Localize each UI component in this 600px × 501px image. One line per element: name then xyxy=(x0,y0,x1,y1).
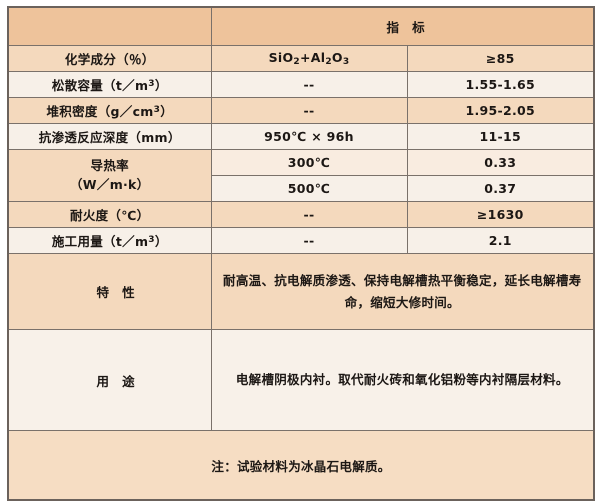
unit-m: m xyxy=(134,78,149,93)
label-text: 抗渗透反应深度 xyxy=(38,130,129,145)
row-label-construction-usage: 施工用量（t／m3） xyxy=(7,227,212,254)
row-condition-thermal-300: 300℃ xyxy=(210,149,408,176)
table-row: 施工用量（t／m3） -- 2.1 xyxy=(7,227,595,254)
note-text: 注：试验材料为冰晶石电解质。 xyxy=(7,430,595,501)
table-row: 松散容量（t／m3） -- 1.55-1.65 xyxy=(7,71,595,98)
header-blank-cell xyxy=(7,6,212,46)
row-label-packing-density: 堆积密度（g／cm3） xyxy=(7,97,212,124)
label-text: 堆积密度 xyxy=(46,104,98,119)
row-label-penetration-depth: 抗渗透反应深度（mm） xyxy=(7,123,212,150)
row-label-bulk-volume: 松散容量（t／m3） xyxy=(7,71,212,98)
table-row: 化学成分（％） SiO2+Al2O3 ≥85 xyxy=(7,45,595,72)
section-row-characteristics: 特 性 耐高温、抗电解质渗透、保持电解槽热平衡稳定，延长电解槽寿命，缩短大修时间… xyxy=(7,253,595,330)
section-label-usage: 用 途 xyxy=(7,329,212,431)
unit-t: t xyxy=(115,78,123,93)
row-condition-chemical-composition: SiO2+Al2O3 xyxy=(210,45,408,72)
section-row-usage: 用 途 电解槽阴极内衬。取代耐火砖和氧化铝粉等内衬隔层材料。 xyxy=(7,329,595,431)
unit-percent: ％ xyxy=(128,52,142,67)
row-value-chemical-composition: ≥85 xyxy=(406,45,595,72)
row-value-refractoriness: ≥1630 xyxy=(406,201,595,228)
unit-open-paren: （ xyxy=(116,52,129,67)
unit-cm: cm xyxy=(132,104,154,119)
row-label-refractoriness: 耐火度（℃） xyxy=(7,201,212,228)
unit-t: t xyxy=(115,234,123,249)
unit-slash: ／ xyxy=(122,78,135,93)
row-value-bulk-volume: 1.55-1.65 xyxy=(406,71,595,98)
unit-exponent: 3 xyxy=(148,79,155,90)
table-row: 堆积密度（g／cm3） -- 1.95-2.05 xyxy=(7,97,595,124)
row-label-chemical-composition: 化学成分（％） xyxy=(7,45,212,72)
header-title-cell: 指 标 xyxy=(210,6,595,46)
label-unit: （W／m·k） xyxy=(70,176,150,192)
unit-mm: mm xyxy=(141,130,168,145)
row-value-penetration-depth: 11-15 xyxy=(406,123,595,150)
table-row: 耐火度（℃） -- ≥1630 xyxy=(7,201,595,228)
specification-table: 指 标 化学成分（％） SiO2+Al2O3 ≥85 松散容量（t／m3） --… xyxy=(7,6,595,501)
note-row: 注：试验材料为冰晶石电解质。 xyxy=(7,430,595,501)
row-label-thermal-conductivity: 导热率 （W／m·k） xyxy=(7,149,212,202)
row-value-thermal-500: 0.37 xyxy=(406,175,595,202)
section-text-usage: 电解槽阴极内衬。取代耐火砖和氧化铝粉等内衬隔层材料。 xyxy=(210,329,595,431)
unit-m: m xyxy=(134,234,149,249)
label-text: 松散容量 xyxy=(51,78,104,93)
label-text: 导热率 xyxy=(90,158,129,174)
unit-celsius: ℃ xyxy=(121,208,137,223)
section-label-characteristics: 特 性 xyxy=(7,253,212,330)
label-text: 施工用量 xyxy=(51,234,104,249)
row-condition-construction-usage: -- xyxy=(210,227,408,254)
label-text: 耐火度 xyxy=(70,208,109,223)
table-row: 导热率 （W／m·k） 300℃ 0.33 xyxy=(7,149,595,202)
row-condition-thermal-500: 500℃ xyxy=(210,175,408,202)
unit-close-paren: ） xyxy=(141,52,155,67)
unit-exponent: 3 xyxy=(148,235,155,246)
row-condition-penetration-depth: 950℃ × 96h xyxy=(210,123,408,150)
section-text-characteristics: 耐高温、抗电解质渗透、保持电解槽热平衡稳定，延长电解槽寿命，缩短大修时间。 xyxy=(210,253,595,330)
label-text: 化学成分 xyxy=(64,52,117,67)
unit-g: g xyxy=(110,104,120,119)
table-row: 抗渗透反应深度（mm） 950℃ × 96h 11-15 xyxy=(7,123,595,150)
row-condition-refractoriness: -- xyxy=(210,201,408,228)
row-value-packing-density: 1.95-2.05 xyxy=(406,97,595,124)
row-value-construction-usage: 2.1 xyxy=(406,227,595,254)
table-row: 500℃ 0.37 xyxy=(8,175,595,202)
unit-exponent: 3 xyxy=(153,105,161,116)
table-header-row: 指 标 xyxy=(7,6,595,46)
row-condition-packing-density: -- xyxy=(210,97,408,124)
row-value-thermal-300: 0.33 xyxy=(406,149,595,176)
row-condition-bulk-volume: -- xyxy=(210,71,408,98)
